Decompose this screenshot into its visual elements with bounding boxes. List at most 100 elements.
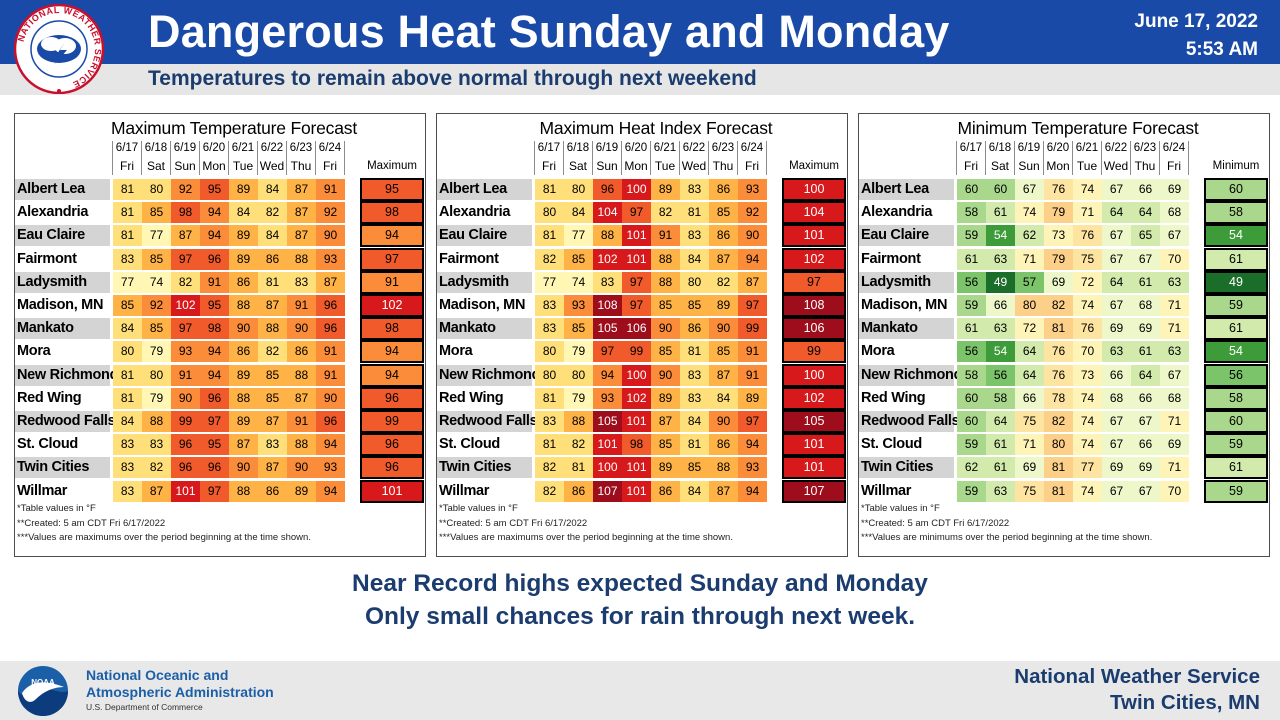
page-subtitle: Temperatures to remain above normal thro… bbox=[148, 67, 757, 90]
location-name: Albert Lea bbox=[15, 179, 110, 200]
noaa-logo-icon: NOAA bbox=[18, 666, 68, 716]
forecast-cell: 69 bbox=[1160, 179, 1189, 200]
forecast-cell: 64 bbox=[1131, 364, 1160, 386]
forecast-cell: 105 bbox=[593, 411, 622, 432]
location-name: Mankato bbox=[859, 318, 954, 340]
location-name: Alexandria bbox=[437, 202, 532, 224]
column-day: Tue bbox=[1076, 159, 1098, 173]
forecast-cell: 67 bbox=[1102, 248, 1131, 270]
forecast-cell: 66 bbox=[1102, 364, 1131, 386]
forecast-cell: 90 bbox=[229, 457, 258, 479]
forecast-cell: 76 bbox=[1044, 364, 1073, 386]
column-divider bbox=[1014, 141, 1015, 175]
forecast-cell: 67 bbox=[1160, 225, 1189, 247]
forecast-cell: 81 bbox=[113, 387, 142, 409]
forecast-cell: 59 bbox=[957, 480, 986, 502]
forecast-cell: 56 bbox=[957, 341, 986, 363]
location-name: Red Wing bbox=[437, 387, 532, 409]
forecast-cell: 88 bbox=[593, 225, 622, 247]
page-title: Dangerous Heat Sunday and Monday bbox=[148, 6, 950, 57]
forecast-cell: 87 bbox=[258, 411, 287, 432]
forecast-cell: 100 bbox=[593, 457, 622, 479]
forecast-cell: 84 bbox=[258, 225, 287, 247]
forecast-cell: 81 bbox=[258, 271, 287, 293]
column-date: 6/24 bbox=[740, 142, 764, 154]
location-name: Red Wing bbox=[859, 387, 954, 409]
forecast-cell: 95 bbox=[200, 179, 229, 200]
forecast-cell: 88 bbox=[229, 480, 258, 502]
location-name: Ladysmith bbox=[859, 271, 954, 293]
summary-cell: 105 bbox=[782, 410, 846, 433]
forecast-cell: 60 bbox=[986, 179, 1015, 200]
forecast-cell: 90 bbox=[651, 318, 680, 340]
forecast-cell: 97 bbox=[593, 341, 622, 363]
forecast-cell: 92 bbox=[142, 295, 171, 316]
column-divider bbox=[286, 141, 287, 175]
forecast-cell: 81 bbox=[535, 225, 564, 247]
summary-cell: 98 bbox=[360, 201, 424, 225]
column-divider bbox=[344, 141, 345, 175]
forecast-cell: 71 bbox=[1015, 248, 1044, 270]
forecast-cell: 93 bbox=[738, 457, 767, 479]
forecast-cell: 88 bbox=[651, 248, 680, 270]
column-divider bbox=[112, 141, 113, 175]
forecast-cell: 97 bbox=[171, 318, 200, 340]
forecast-cell: 67 bbox=[1102, 179, 1131, 200]
forecast-cell: 83 bbox=[258, 434, 287, 456]
forecast-cell: 86 bbox=[229, 271, 258, 293]
forecast-cell: 87 bbox=[287, 179, 316, 200]
forecast-cell: 80 bbox=[1015, 295, 1044, 316]
forecast-cell: 83 bbox=[593, 271, 622, 293]
forecast-cell: 59 bbox=[957, 295, 986, 316]
issue-datetime: June 17, 2022 5:53 AM bbox=[1134, 8, 1258, 64]
summary-cell: 99 bbox=[782, 340, 846, 364]
forecast-cell: 67 bbox=[1102, 295, 1131, 316]
forecast-cell: 85 bbox=[142, 202, 171, 224]
message-line-2: Only small chances for rain through next… bbox=[364, 603, 916, 630]
forecast-cell: 88 bbox=[709, 457, 738, 479]
location-name: Eau Claire bbox=[437, 225, 532, 247]
footnote: **Created: 5 am CDT Fri 6/17/2022 bbox=[439, 517, 588, 529]
column-divider bbox=[621, 141, 622, 175]
summary-cell: 94 bbox=[360, 340, 424, 364]
forecast-cell: 84 bbox=[680, 411, 709, 432]
forecast-cell: 59 bbox=[957, 434, 986, 456]
forecast-cell: 83 bbox=[680, 387, 709, 409]
forecast-cell: 88 bbox=[258, 318, 287, 340]
location-name: New Richmond bbox=[859, 364, 962, 386]
issue-date: June 17, 2022 bbox=[1134, 11, 1258, 32]
column-day: Tue bbox=[654, 159, 676, 173]
location-name: Ladysmith bbox=[437, 271, 532, 293]
summary-cell: 101 bbox=[782, 433, 846, 457]
column-divider bbox=[170, 141, 171, 175]
forecast-cell: 82 bbox=[535, 480, 564, 502]
forecast-cell: 74 bbox=[1073, 480, 1102, 502]
forecast-cell: 76 bbox=[1044, 341, 1073, 363]
column-divider bbox=[534, 141, 535, 175]
forecast-cell: 82 bbox=[651, 202, 680, 224]
forecast-cell: 105 bbox=[593, 318, 622, 340]
forecast-cell: 61 bbox=[1131, 341, 1160, 363]
column-day: Fri bbox=[120, 159, 134, 173]
summary-cell: 102 bbox=[360, 294, 424, 317]
forecast-cell: 67 bbox=[1131, 480, 1160, 502]
forecast-cell: 85 bbox=[651, 295, 680, 316]
column-divider bbox=[956, 141, 957, 175]
forecast-cell: 96 bbox=[316, 411, 345, 432]
column-day: Tue bbox=[232, 159, 254, 173]
noaa-logo-text: NOAA bbox=[31, 678, 55, 687]
forecast-cell: 93 bbox=[564, 295, 593, 316]
forecast-cell: 82 bbox=[142, 457, 171, 479]
forecast-cell: 89 bbox=[651, 457, 680, 479]
forecast-cell: 94 bbox=[200, 202, 229, 224]
column-date: 6/24 bbox=[1162, 142, 1186, 154]
message-line-1: Near Record highs expected Sunday and Mo… bbox=[352, 570, 928, 597]
forecast-cell: 101 bbox=[622, 225, 651, 247]
forecast-cell: 85 bbox=[258, 364, 287, 386]
forecast-cell: 97 bbox=[171, 248, 200, 270]
forecast-cell: 79 bbox=[142, 387, 171, 409]
location-name: Ladysmith bbox=[15, 271, 110, 293]
footnote: *Table values in °F bbox=[17, 503, 96, 514]
forecast-cell: 84 bbox=[113, 318, 142, 340]
forecast-cell: 106 bbox=[622, 318, 651, 340]
